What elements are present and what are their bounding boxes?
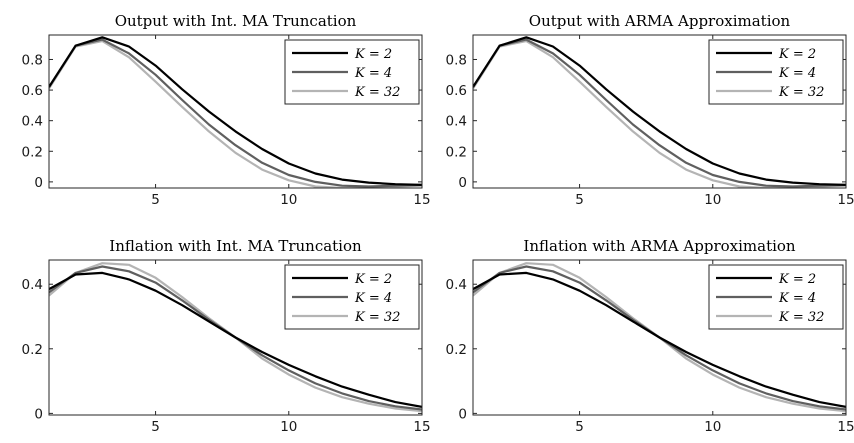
series-line-k4 — [473, 38, 846, 188]
chart-title: Inflation with ARMA Approximation — [523, 237, 796, 255]
inflation-arma-panel: Inflation with ARMA Approximation 5 10 15 0 0… — [446, 237, 854, 435]
x-tick-label: 15 — [837, 192, 854, 208]
legend-label: K = 2 — [354, 272, 392, 287]
y-tick-label: 0.2 — [22, 342, 43, 358]
chart-title: Output with ARMA Approximation — [529, 12, 791, 30]
series-line-k4 — [49, 38, 422, 188]
legend-label: K = 2 — [778, 272, 816, 287]
x-tick-label: 5 — [151, 192, 160, 208]
legend: K = 2 K = 4 K = 32 — [284, 264, 420, 330]
y-tick-label: 0.2 — [446, 144, 467, 160]
output-arma-panel: Output with ARMA Approximation 5 10 15 0 0.2 0… — [446, 12, 854, 208]
axes-frame — [48, 34, 423, 189]
x-tick-label: 15 — [413, 419, 430, 435]
chart-title: Inflation with Int. MA Truncation — [109, 237, 362, 255]
x-tick-label: 10 — [704, 419, 721, 435]
series-line-k2 — [473, 36, 846, 186]
y-tick-label: 0.6 — [22, 83, 43, 99]
x-tick-label: 5 — [575, 192, 584, 208]
x-tick-label: 5 — [151, 419, 160, 435]
axes-frame — [472, 259, 847, 416]
chart-title: Output with Int. MA Truncation — [115, 12, 357, 30]
series-line-k2 — [49, 36, 422, 186]
legend-label: K = 2 — [778, 47, 816, 62]
series-line-k32 — [473, 39, 846, 188]
y-tick-label: 0.4 — [446, 114, 467, 130]
x-tick-label: 15 — [837, 419, 854, 435]
series-line-k2 — [49, 271, 422, 408]
y-tick-label: 0.4 — [22, 277, 43, 293]
series-group — [473, 36, 846, 188]
x-tick-label: 10 — [280, 419, 297, 435]
y-tick-label: 0 — [34, 175, 43, 191]
x-tick-label: 15 — [413, 192, 430, 208]
x-tick-label: 10 — [704, 192, 721, 208]
legend-label: K = 4 — [778, 291, 816, 306]
legend-label: K = 32 — [778, 310, 824, 325]
legend-label: K = 4 — [354, 66, 392, 81]
y-tick-label: 0.4 — [22, 114, 43, 130]
inflation-ma-panel: Inflation with Int. MA Truncation 5 10 15 0 0… — [22, 237, 431, 435]
y-tick-label: 0.4 — [446, 277, 467, 293]
output-ma-panel: Output with Int. MA Truncation 5 10 15 0 0.2 0… — [22, 12, 431, 208]
series-line-k32 — [49, 39, 422, 188]
legend-label: K = 2 — [354, 47, 392, 62]
x-tick-label: 5 — [575, 419, 584, 435]
series-group — [49, 262, 422, 413]
y-tick-label: 0.8 — [446, 52, 467, 68]
series-group — [49, 36, 422, 188]
y-tick-label: 0.6 — [446, 83, 467, 99]
legend-label: K = 32 — [354, 85, 400, 100]
legend: K = 2 K = 4 K = 32 — [708, 264, 844, 330]
y-tick-label: 0 — [34, 406, 43, 422]
legend-label: K = 32 — [778, 85, 824, 100]
y-tick-label: 0.2 — [22, 144, 43, 160]
axes-frame — [48, 259, 423, 416]
series-group — [473, 262, 846, 413]
x-tick-label: 10 — [280, 192, 297, 208]
y-tick-label: 0.8 — [22, 52, 43, 68]
y-tick-label: 0 — [458, 406, 467, 422]
legend: K = 2 K = 4 K = 32 — [284, 39, 420, 105]
legend-label: K = 32 — [354, 310, 400, 325]
axes-frame — [472, 34, 847, 189]
legend: K = 2 K = 4 K = 32 — [708, 39, 844, 105]
legend-label: K = 4 — [354, 291, 392, 306]
y-tick-label: 0.2 — [446, 342, 467, 358]
y-tick-label: 0 — [458, 175, 467, 191]
series-line-k2 — [473, 271, 846, 408]
legend-label: K = 4 — [778, 66, 816, 81]
